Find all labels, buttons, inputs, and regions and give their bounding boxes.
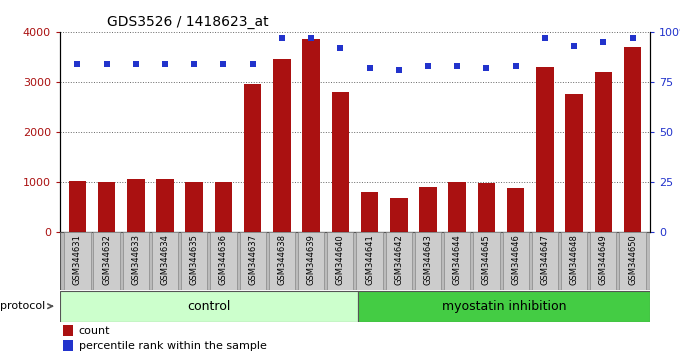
Bar [532,233,558,290]
Bar [473,233,500,290]
Text: GSM344636: GSM344636 [219,234,228,285]
Text: GSM344634: GSM344634 [160,234,169,285]
Bar [327,233,354,290]
Bar [361,192,378,232]
Bar [590,233,617,290]
Bar [503,233,529,290]
Point [393,67,404,73]
Bar [64,233,90,290]
Text: GSM344631: GSM344631 [73,234,82,285]
Text: GSM344646: GSM344646 [511,234,520,285]
Text: GSM344635: GSM344635 [190,234,199,285]
Text: GSM344645: GSM344645 [482,234,491,285]
Point [248,61,258,67]
Point [364,65,375,71]
Point [627,35,638,41]
Bar [244,84,261,232]
Point [160,61,171,67]
Point [598,39,609,45]
Bar [63,325,73,336]
Bar [565,95,583,232]
Bar [507,188,524,232]
Point [189,61,200,67]
Bar [390,198,407,232]
Bar [122,233,149,290]
Point [101,61,112,67]
Text: GSM344633: GSM344633 [131,234,140,285]
Bar [332,92,349,232]
Bar [477,183,495,232]
Bar [356,233,383,290]
Bar [415,233,441,290]
Point [335,45,346,51]
Text: GSM344650: GSM344650 [628,234,637,285]
Point [539,35,550,41]
Text: count: count [79,326,110,336]
Bar [181,233,207,290]
Point [481,65,492,71]
Text: GSM344638: GSM344638 [277,234,286,285]
Bar [561,233,588,290]
Point [72,61,83,67]
Text: GSM344643: GSM344643 [424,234,432,285]
Text: myostatin inhibition: myostatin inhibition [442,300,566,313]
Bar [127,179,145,232]
Text: GSM344640: GSM344640 [336,234,345,285]
Bar [298,233,324,290]
Point [218,61,229,67]
Text: GSM344647: GSM344647 [541,234,549,285]
Text: GSM344641: GSM344641 [365,234,374,285]
Point [510,63,521,69]
Bar [420,187,437,232]
Bar [619,233,646,290]
Bar [444,233,471,290]
Bar [93,233,120,290]
Point [306,35,317,41]
Point [568,43,579,49]
Bar [156,179,174,232]
Bar [273,59,290,232]
Text: percentile rank within the sample: percentile rank within the sample [79,341,267,351]
Text: GSM344648: GSM344648 [570,234,579,285]
Point [422,63,433,69]
Text: GSM344644: GSM344644 [453,234,462,285]
Bar [215,182,233,232]
Text: GSM344632: GSM344632 [102,234,111,285]
Text: control: control [187,300,231,313]
Text: GSM344637: GSM344637 [248,234,257,285]
Bar [536,67,554,232]
Bar [69,181,86,232]
Bar [152,233,178,290]
Point [131,61,141,67]
Text: GSM344639: GSM344639 [307,234,316,285]
Bar [358,291,650,321]
Text: GSM344642: GSM344642 [394,234,403,285]
Text: GDS3526 / 1418623_at: GDS3526 / 1418623_at [107,16,269,29]
Bar [239,233,266,290]
Point [452,63,462,69]
Bar [210,233,237,290]
Bar [449,182,466,232]
Bar [269,233,295,290]
Bar [303,39,320,232]
Point [277,35,288,41]
Bar [60,291,358,321]
Bar [186,182,203,232]
Bar [63,340,73,352]
Bar [624,47,641,232]
Bar [98,182,116,232]
Text: GSM344649: GSM344649 [599,234,608,285]
Bar [386,233,412,290]
Text: protocol: protocol [0,301,52,311]
Bar [594,72,612,232]
